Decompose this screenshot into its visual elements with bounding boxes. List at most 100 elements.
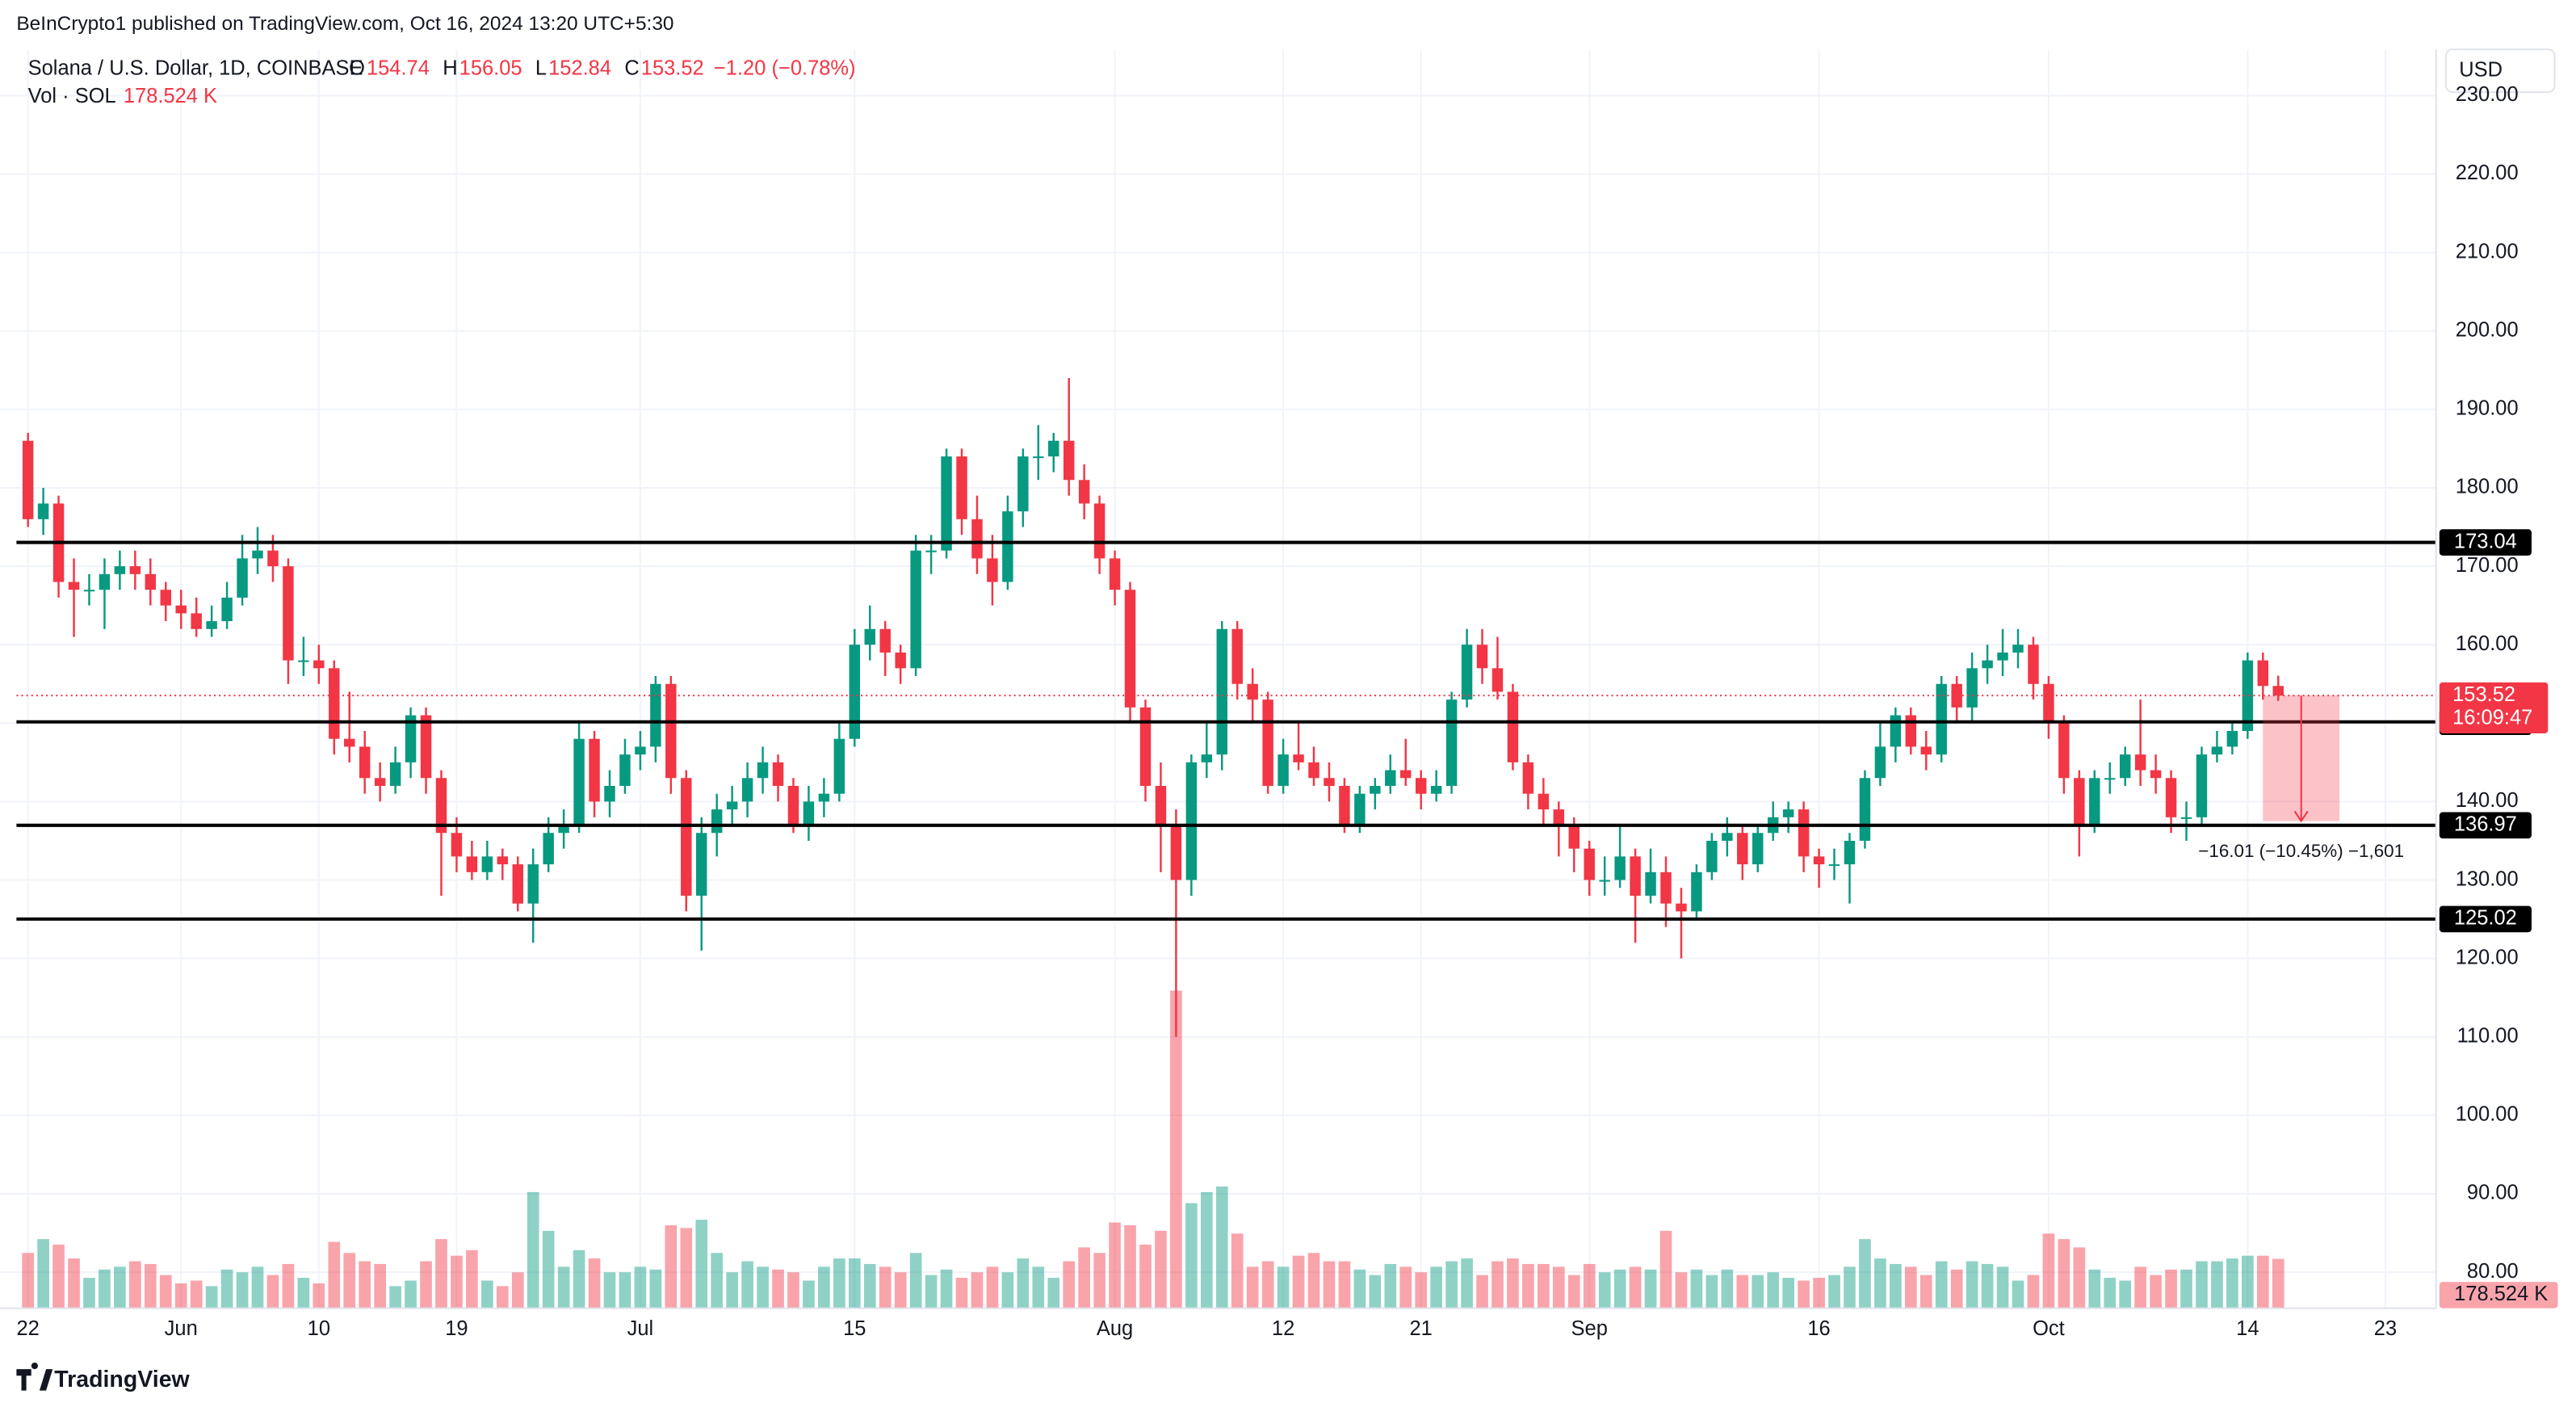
volume-bar	[940, 1269, 953, 1308]
candle-body	[1691, 872, 1702, 912]
level-label-bg	[2439, 905, 2532, 933]
candle-body	[833, 738, 845, 794]
candle-body	[711, 809, 723, 834]
candle-body	[374, 778, 386, 786]
candle-body	[1584, 848, 1595, 880]
volume-bar	[1767, 1272, 1780, 1308]
volume-bar	[405, 1280, 417, 1308]
volume-bar	[52, 1244, 65, 1308]
volume-bar	[863, 1263, 876, 1308]
volume-bar	[1507, 1258, 1519, 1308]
candle-body	[2226, 731, 2238, 747]
candle-body	[1247, 683, 1258, 700]
legend-key: H	[443, 57, 457, 79]
candle-body	[497, 856, 509, 865]
x-tick-label: Aug	[1097, 1317, 1133, 1340]
candle-body	[283, 566, 294, 661]
candle-body	[1997, 652, 2008, 661]
candle-body	[2180, 817, 2192, 819]
candle-body	[191, 613, 202, 629]
volume-bar	[266, 1275, 279, 1308]
candle-body	[910, 550, 921, 669]
legend-key: L	[535, 57, 547, 79]
candle-body	[359, 746, 371, 779]
candle-body	[1905, 715, 1917, 747]
candle-body	[1400, 770, 1412, 779]
volume-bar	[833, 1258, 845, 1308]
candle-body	[466, 856, 478, 872]
candle-body	[1093, 503, 1105, 559]
volume-bar	[1063, 1261, 1076, 1308]
volume-bar	[542, 1230, 555, 1308]
y-tick-label: 220.00	[2456, 162, 2519, 184]
currency-button[interactable]	[2444, 48, 2556, 94]
volume-bar	[1644, 1269, 1657, 1308]
volume-bar	[2042, 1233, 2055, 1308]
volume-bar	[1522, 1263, 1534, 1308]
candle-body	[1828, 864, 1840, 867]
candle-body	[1339, 785, 1350, 825]
volume-bar	[1109, 1222, 1121, 1308]
candle-body	[1859, 778, 1871, 841]
candle-body	[527, 864, 539, 904]
volume-bar	[1966, 1261, 1978, 1308]
legend-change: −1.20 (−0.78%)	[714, 57, 856, 79]
volume-bar	[971, 1272, 984, 1308]
candle-body	[145, 573, 157, 590]
volume-bar	[1445, 1261, 1458, 1308]
last-price-bg	[2439, 682, 2549, 733]
legend-value: 156.05	[459, 57, 522, 79]
candle-body	[2089, 778, 2100, 825]
currency[interactable]: USD	[2459, 58, 2503, 81]
candle-body	[2134, 754, 2146, 771]
candle-body	[389, 762, 401, 786]
volume-bar	[680, 1228, 693, 1308]
volume-bar	[1659, 1230, 1672, 1308]
candle-body	[1002, 511, 1013, 582]
volume-bar	[2012, 1280, 2024, 1308]
volume-bar	[557, 1266, 570, 1308]
candle-body	[1982, 660, 1993, 669]
volume-bar	[1859, 1239, 1871, 1308]
volume-bar	[359, 1261, 371, 1308]
volume-bar	[205, 1286, 218, 1308]
volume-bar	[1491, 1261, 1504, 1308]
legend-key: O	[349, 57, 365, 79]
volume-bar	[1844, 1266, 1856, 1308]
volume-bar	[420, 1261, 432, 1308]
candle-body	[2104, 778, 2116, 780]
candle-body	[772, 762, 784, 786]
volume-bar	[1369, 1275, 1382, 1308]
candle-body	[1048, 440, 1059, 457]
candle-body	[267, 550, 279, 567]
volume-bar	[1904, 1266, 1917, 1308]
volume-bar	[1782, 1278, 1794, 1308]
candle-body	[1630, 856, 1641, 896]
candle-body	[2028, 645, 2039, 684]
candle-body	[2211, 746, 2223, 755]
volume-bar	[1001, 1272, 1014, 1308]
candle-body	[1874, 746, 1886, 779]
candle-body	[864, 628, 875, 645]
candle-body	[726, 801, 738, 810]
x-tick-label: 12	[1272, 1317, 1294, 1340]
volume-bar	[818, 1266, 830, 1308]
volume-bar	[2119, 1280, 2132, 1308]
volume-bar	[37, 1239, 49, 1308]
candle-body	[1216, 628, 1227, 755]
volume-bar	[1461, 1258, 1473, 1308]
candle-body	[650, 683, 661, 747]
volume-bar	[1353, 1269, 1366, 1308]
candle-body	[849, 645, 861, 739]
volume-bar	[129, 1261, 141, 1308]
candle-body	[543, 833, 554, 865]
candle-body	[2165, 778, 2177, 817]
volume-bar	[726, 1272, 738, 1308]
candle-body	[1813, 856, 1825, 865]
volume-bar	[2256, 1255, 2269, 1308]
symbol: Solana / U.S. Dollar, 1D, COINBASE	[28, 57, 363, 79]
legend-key: C	[624, 57, 639, 79]
candle-body	[681, 778, 692, 896]
candle-body	[925, 550, 937, 552]
